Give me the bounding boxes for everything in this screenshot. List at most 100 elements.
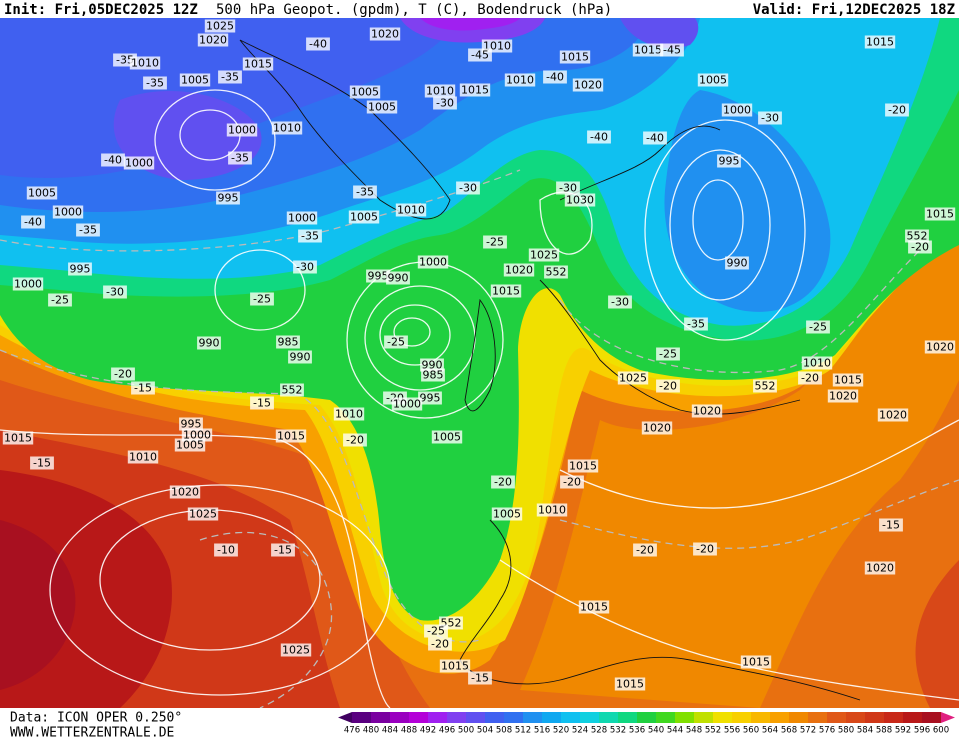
map-label: -20: [659, 380, 677, 393]
map-label: 1020: [879, 409, 907, 422]
map-label: -40: [546, 71, 564, 84]
colorbar-bin: [884, 712, 903, 723]
label-box: [431, 430, 463, 444]
map-label: -30: [459, 182, 477, 195]
colorbar-tick-label: 544: [667, 726, 683, 736]
colorbar-bin: [390, 712, 409, 723]
map-label: 985: [423, 369, 444, 382]
map-label: 1015: [277, 430, 305, 443]
map-label: 1025: [206, 20, 234, 33]
label-box: [197, 33, 229, 47]
colorbar-bin: [827, 712, 846, 723]
colorbar-bin: [371, 712, 390, 723]
map-label: 1010: [129, 451, 157, 464]
label-box: [439, 659, 471, 673]
colorbar-tick-label: 568: [781, 726, 797, 736]
map-label: -15: [471, 672, 489, 685]
label-box: [250, 396, 274, 410]
map-label: -25: [427, 625, 445, 638]
colorbar-bin: [903, 712, 922, 723]
map-label: 1015: [569, 460, 597, 473]
label-box: [608, 295, 632, 309]
map-label: 1015: [441, 660, 469, 673]
label-box: [384, 335, 408, 349]
label-box: [560, 475, 584, 489]
label-box: [228, 151, 252, 165]
label-box: [333, 407, 365, 421]
map-label: 1010: [335, 408, 363, 421]
label-box: [204, 19, 236, 33]
label-box: [21, 215, 45, 229]
map-label: 1005: [28, 187, 56, 200]
colorbar-bin: [580, 712, 599, 723]
map-label: 1000: [125, 157, 153, 170]
map-label: 1015: [4, 432, 32, 445]
map-label: -20: [431, 638, 449, 651]
label-box: [544, 265, 568, 279]
map-label: -40: [590, 131, 608, 144]
colorbar-bin: [922, 712, 941, 723]
label-box: [276, 335, 300, 349]
label-box: [617, 371, 649, 385]
label-box: [656, 379, 680, 393]
colorbar-tick-label: 592: [895, 726, 911, 736]
map-label: 995: [218, 192, 239, 205]
map-label: 1025: [619, 372, 647, 385]
map-label: 1000: [288, 212, 316, 225]
label-box: [684, 317, 708, 331]
map-label: -35: [356, 186, 374, 199]
map-label: 985: [278, 336, 299, 349]
label-box: [298, 229, 322, 243]
map-label: -20: [911, 241, 929, 254]
map-label: 1000: [393, 398, 421, 411]
label-box: [643, 131, 667, 145]
colorbar-bin: [466, 712, 485, 723]
map-label: 1020: [199, 34, 227, 47]
map-label: -30: [559, 182, 577, 195]
map-label: 1015: [834, 374, 862, 387]
map-label: 1000: [419, 256, 447, 269]
label-box: [556, 181, 580, 195]
map-label: -25: [253, 293, 271, 306]
colorbar-bin: [428, 712, 447, 723]
coastlines: [239, 39, 861, 701]
map-label: -20: [801, 372, 819, 385]
colorbar-bin: [694, 712, 713, 723]
map-label: -35: [231, 152, 249, 165]
label-box: [504, 73, 536, 87]
colorbar-tick-label: 496: [439, 726, 455, 736]
map-label: 552: [546, 266, 567, 279]
colorbar-tick-label: 500: [458, 726, 474, 736]
label-box: [369, 27, 401, 41]
colorbar-tick-label: 584: [857, 726, 873, 736]
label-box: [827, 389, 859, 403]
map-label: -25: [51, 294, 69, 307]
map-label: -20: [494, 476, 512, 489]
label-box: [567, 459, 599, 473]
label-box: [169, 485, 201, 499]
colorbar-bin: [770, 712, 789, 723]
map-label: -20: [563, 476, 581, 489]
map-label: 552: [755, 380, 776, 393]
label-box: [242, 57, 274, 71]
label-box: [366, 269, 390, 283]
colorbar-bin: [409, 712, 428, 723]
label-box: [76, 223, 100, 237]
label-box: [491, 507, 523, 521]
colorbar-bin: [713, 712, 732, 723]
map-label: -35: [116, 54, 134, 67]
map-label: -40: [24, 216, 42, 229]
label-box: [348, 210, 380, 224]
map-label: 1010: [397, 204, 425, 217]
label-box: [753, 379, 777, 393]
map-label: 1020: [926, 341, 954, 354]
label-box: [250, 292, 274, 306]
map-label: 1015: [742, 656, 770, 669]
label-box: [483, 235, 507, 249]
map-label: 552: [907, 230, 928, 243]
map-field: [0, 18, 959, 708]
map-label: -20: [888, 104, 906, 117]
label-box: [286, 211, 318, 225]
colorbar-tick-label: 488: [401, 726, 417, 736]
